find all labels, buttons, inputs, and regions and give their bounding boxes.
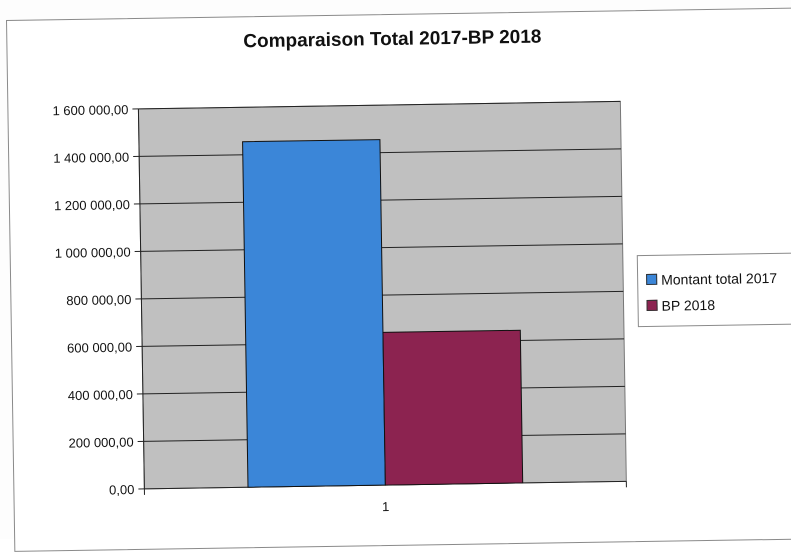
y-tick-label: 1 200 000,00 bbox=[54, 197, 130, 213]
bar-bp-2018 bbox=[383, 330, 523, 485]
y-tick-label: 0,00 bbox=[109, 482, 135, 497]
x-tick-label: 1 bbox=[382, 499, 389, 514]
y-tick-label: 800 000,00 bbox=[66, 292, 131, 308]
y-tick-label: 1 000 000,00 bbox=[55, 245, 131, 261]
legend-item-2017: Montant total 2017 bbox=[646, 270, 777, 288]
legend-swatch-2018 bbox=[646, 300, 657, 311]
legend-swatch-2017 bbox=[646, 274, 657, 285]
y-tick-label: 600 000,00 bbox=[67, 340, 132, 356]
y-tick-label: 1 400 000,00 bbox=[53, 150, 129, 166]
y-tick-label: 1 600 000,00 bbox=[52, 102, 128, 118]
legend: Montant total 2017 BP 2018 bbox=[637, 252, 791, 327]
bar-montant-total-2017 bbox=[243, 140, 386, 488]
legend-item-2018: BP 2018 bbox=[646, 297, 715, 314]
legend-label-2017: Montant total 2017 bbox=[661, 270, 777, 288]
y-tick-label: 200 000,00 bbox=[68, 435, 133, 451]
y-tick-label: 400 000,00 bbox=[68, 387, 133, 403]
legend-label-2018: BP 2018 bbox=[661, 297, 715, 314]
